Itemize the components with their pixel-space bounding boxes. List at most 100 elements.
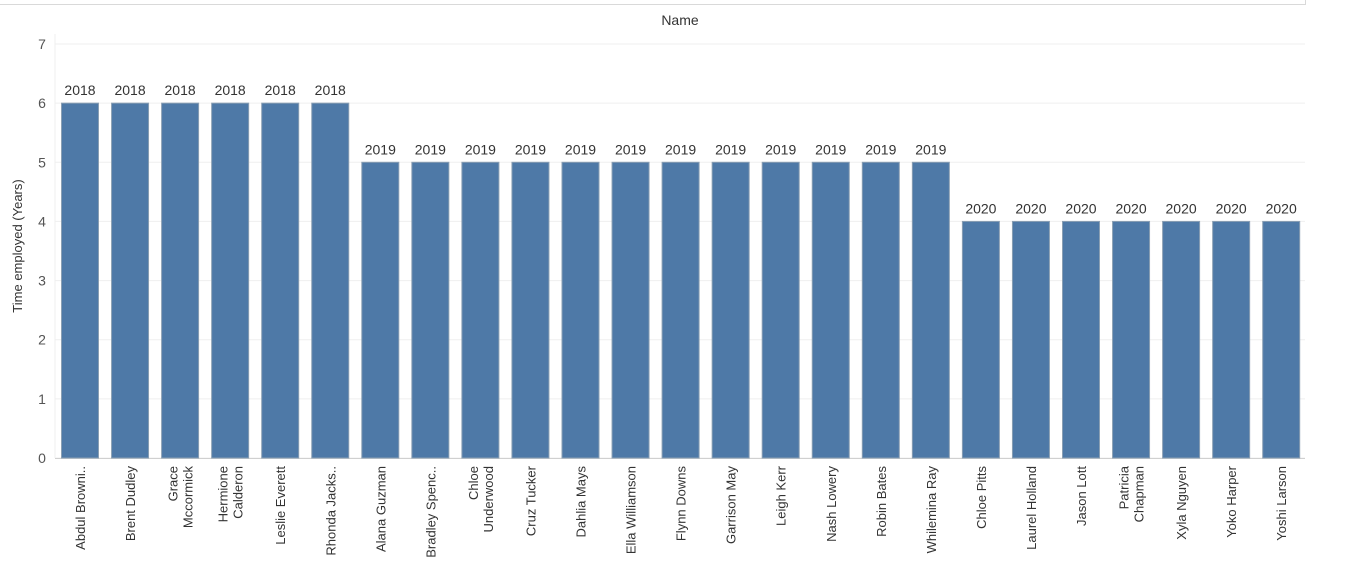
y-tick-label: 0 [38,450,46,466]
bar-data-label: 2018 [64,82,95,98]
bar[interactable] [311,102,350,459]
x-category-label: Xyla Nguyen [1174,466,1189,540]
x-category-label-line: Rhonda Jacks.. [323,466,338,556]
y-tick-label: 1 [38,391,46,407]
x-category-label-line: Bradley Spenc.. [423,466,438,558]
x-category-label: Bradley Spenc.. [423,466,438,558]
bar[interactable] [811,161,850,459]
x-axis-category-labels: Abdul Browni.. Brent Dudley Grace Mccormick… [73,465,1289,558]
x-category-label-line: Underwood [481,466,496,533]
x-category-label-line: Hermione [216,466,231,522]
bar[interactable] [161,102,200,459]
x-category-label-line: Leigh Kerr [774,465,789,526]
x-category-label-line: Yoshi Larson [1274,466,1289,541]
bar-data-label: 2020 [1065,200,1096,216]
bar-data-label: 2018 [114,82,145,98]
bar-data-label: 2018 [165,82,196,98]
x-category-label-line: Alana Guzman [373,466,388,552]
bar-data-label: 2020 [1216,200,1247,216]
x-category-label: Abdul Browni.. [73,466,88,550]
bar[interactable] [1062,220,1100,459]
bar-data-label: 2019 [465,141,496,157]
x-category-label-line: Dahlia Mays [574,466,589,538]
bar[interactable] [911,161,950,459]
x-category-label: Chloe Pitts [974,466,989,529]
bar[interactable] [461,161,500,459]
bar-data-label: 2018 [215,82,246,98]
x-category-label: Robin Bates [874,466,889,537]
x-category-label-line: Nash Lowery [824,466,839,542]
x-category-label: Patricia Chapman [1117,465,1147,522]
x-category-label-line: Mccormick [181,466,196,529]
bar-data-label: 2019 [515,141,546,157]
x-category-label: Alana Guzman [373,466,388,552]
x-category-label: Rhonda Jacks.. [323,466,338,556]
bar-data-label: 2019 [565,141,596,157]
bars [61,102,1301,459]
x-category-label: Leigh Kerr [774,465,789,526]
bar[interactable] [211,102,250,459]
x-category-label: Grace Mccormick [166,466,196,529]
bar-data-label: 2019 [615,141,646,157]
x-category-label: Leslie Everett [273,466,288,545]
bar[interactable] [411,161,450,459]
bar-data-label: 2019 [765,141,796,157]
bar[interactable] [1262,220,1301,459]
y-axis-ticks: 0 1 2 3 4 5 6 7 [38,36,46,466]
y-tick-label: 4 [38,213,46,229]
bar[interactable] [861,161,900,459]
x-category-label: Jason Lott [1074,466,1089,526]
bar[interactable] [1162,220,1201,459]
x-category-label-line: Robin Bates [874,466,889,537]
x-category-label-line: Flynn Downs [674,466,689,542]
x-category-label-line: Garrison May [724,466,739,545]
bar-data-label: 2020 [965,200,996,216]
x-category-label: Chloe Underwood [466,466,496,533]
x-category-label: Cruz Tucker [523,465,538,536]
y-tick-label: 7 [38,36,46,52]
y-tick-label: 6 [38,95,46,111]
x-category-label-line: Grace [166,466,181,501]
x-category-label-line: Calderon [231,466,246,519]
x-category-label-line: Whilemina Ray [924,466,939,554]
x-category-label: Garrison May [724,466,739,545]
bar[interactable] [61,102,99,459]
bar[interactable] [1011,220,1050,459]
x-category-label: Yoko Harper [1224,465,1239,537]
bar[interactable] [1112,220,1151,459]
bar-data-label: 2019 [415,141,446,157]
bar[interactable] [611,161,650,459]
bar[interactable] [711,161,750,459]
bar[interactable] [961,220,1000,459]
x-category-label: Ella Williamson [624,466,639,554]
bar[interactable] [561,161,600,459]
x-category-label-line: Jason Lott [1074,466,1089,526]
x-category-label: Hermione Calderon [216,466,246,522]
bar-data-label: 2018 [315,82,346,98]
bar[interactable] [261,102,300,459]
top-border [0,0,1306,5]
x-category-label-line: Xyla Nguyen [1174,466,1189,540]
x-category-label: Whilemina Ray [924,466,939,554]
x-category-label: Laurel Holland [1024,466,1039,550]
bar[interactable] [761,161,800,459]
bar[interactable] [1212,220,1251,459]
bar[interactable] [511,161,550,459]
column-header-title: Name [661,12,699,28]
bar-data-label: 2019 [815,141,846,157]
x-category-label: Dahlia Mays [574,466,589,538]
bar-data-label: 2018 [265,82,296,98]
x-category-label-line: Patricia [1117,465,1132,509]
x-category-label-line: Laurel Holland [1024,466,1039,550]
y-tick-label: 3 [38,273,46,289]
bar[interactable] [661,161,700,459]
bar-data-label: 2019 [865,141,896,157]
y-axis-title: Time employed (Years) [10,179,25,312]
bar[interactable] [361,161,400,459]
bar-data-label: 2019 [915,141,946,157]
bar[interactable] [111,102,150,459]
bar-data-label: 2019 [365,141,396,157]
data-labels: 2018 2018 2018 2018 2018 2018 2019 2019 2019 2019… [64,82,1297,216]
x-category-label-line: Yoko Harper [1224,465,1239,537]
